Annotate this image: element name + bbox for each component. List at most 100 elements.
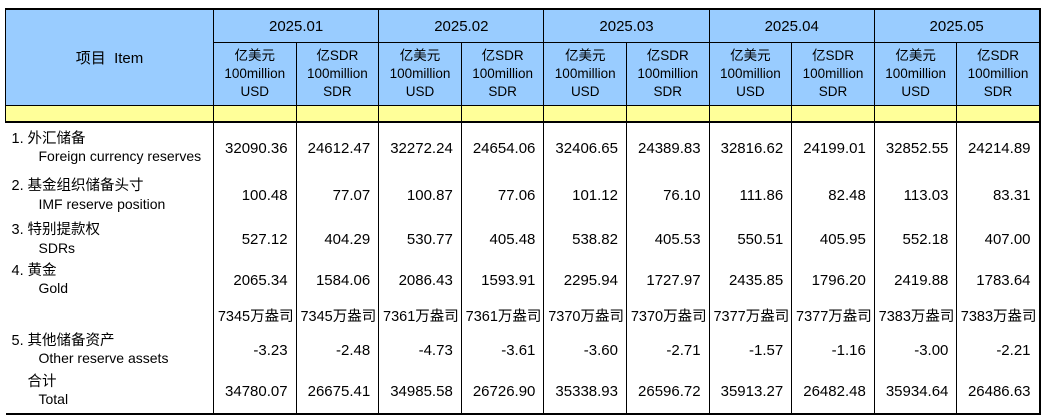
value-cell: 2295.94: [543, 261, 627, 299]
value-cell: 2435.85: [709, 261, 793, 299]
table-row: 4. 黄金 Gold 2065.34 1584.06 2086.43 1593.91 2295…: [5, 261, 1041, 299]
value-cell: 7383万盎司: [956, 299, 1041, 331]
unit-header-line: USD: [405, 83, 435, 99]
value-cell: 26675.41: [296, 369, 380, 414]
highlight-cell: [543, 105, 627, 123]
value-cell: 76.10: [626, 173, 710, 218]
unit-header-line: 亿SDR: [812, 48, 855, 64]
month-header: 2025.05: [873, 8, 1041, 43]
row-label-zh: 黄金: [27, 262, 57, 279]
highlight-cell: [626, 105, 710, 123]
value-cell: 24612.47: [296, 122, 380, 173]
unit-header-line: 亿美元: [564, 48, 606, 64]
month-header: 2025.03: [543, 8, 710, 43]
unit-header-usd: 亿美元 100million USD: [543, 42, 627, 106]
value-cell: 100.87: [378, 173, 462, 218]
row-label-en: Total: [38, 391, 69, 408]
month-header: 2025.04: [708, 8, 875, 43]
row-label-zh-line: 合计: [12, 373, 214, 392]
value-cell: 32090.36: [213, 122, 297, 173]
unit-header-sdr: 亿SDR 100million SDR: [956, 42, 1041, 106]
unit-header-usd: 亿美元 100million USD: [213, 42, 297, 106]
value-cell: 407.00: [956, 218, 1041, 261]
unit-header-line: 100million: [720, 66, 781, 82]
value-cell: 550.51: [709, 218, 793, 261]
highlight-cell: [378, 105, 462, 123]
unit-header-line: 100million: [554, 66, 616, 82]
row-label-zh: 合计: [27, 373, 57, 390]
value-cell: -2.48: [296, 331, 380, 369]
value-cell: 7361万盎司: [378, 299, 462, 331]
value-cell: -1.16: [791, 331, 875, 369]
unit-header-row: 亿美元 100million USD 亿SDR 100million SDR 亿美元 100m…: [6, 42, 1041, 106]
value-cell: 530.77: [378, 218, 462, 261]
value-cell: -3.23: [213, 331, 297, 369]
row-label: 1. 外汇储备 Foreign currency reserves: [5, 122, 214, 173]
row-label: 合计 Total: [5, 369, 214, 414]
value-cell: 24654.06: [461, 122, 545, 173]
unit-header-line: 100million: [307, 66, 368, 82]
row-label: 3. 特别提款权 SDRs: [5, 218, 214, 261]
value-cell: 100.48: [213, 173, 297, 218]
value-cell: 82.48: [791, 173, 875, 218]
unit-header-line: 100million: [472, 66, 533, 82]
highlight-cell: [213, 105, 297, 123]
unit-header-usd: 亿美元 100million USD: [873, 42, 958, 106]
row-label-en: Gold: [38, 280, 69, 297]
row-label-zh-line: 3. 特别提款权: [12, 221, 214, 240]
value-cell: 2065.34: [213, 261, 297, 299]
value-cell: 538.82: [543, 218, 627, 261]
value-cell: 405.53: [626, 218, 710, 261]
reserves-table-container: 项目 Item 2025.01 2025.02 2025.03 2025.04 …: [5, 8, 1041, 415]
value-cell: 77.06: [461, 173, 545, 218]
unit-header-line: 亿SDR: [976, 48, 1019, 64]
row-label: 5. 其他储备资产 Other reserve assets: [5, 331, 214, 369]
value-cell: 7370万盎司: [543, 299, 627, 331]
unit-header-line: 亿SDR: [481, 48, 524, 64]
foreign-reserves-table: 项目 Item 2025.01 2025.02 2025.03 2025.04 …: [5, 8, 1041, 415]
value-cell: 113.03: [874, 173, 958, 218]
value-cell: 2419.88: [874, 261, 958, 299]
value-cell: 24214.89: [956, 122, 1041, 173]
unit-header-line: USD: [901, 83, 930, 99]
value-cell: 7377万盎司: [709, 299, 793, 331]
value-cell: 32272.24: [378, 122, 462, 173]
row-label-zh-line: 5. 其他储备资产: [12, 332, 214, 351]
table-row: 2. 基金组织储备头寸 IMF reserve position 100.48 77.0…: [5, 173, 1041, 218]
value-cell: -3.61: [461, 331, 545, 369]
row-label-zh: 外汇储备: [27, 130, 86, 147]
row-number: 2.: [11, 178, 24, 195]
row-label-en: Foreign currency reserves: [38, 148, 202, 165]
value-cell: 404.29: [296, 218, 380, 261]
table-row: 3. 特别提款权 SDRs 527.12 404.29 530.77 405.48 538.8…: [5, 218, 1041, 261]
unit-header-line: 100million: [224, 66, 286, 82]
value-cell: 101.12: [543, 173, 627, 218]
unit-header-line: SDR: [983, 83, 1013, 99]
value-cell: 1593.91: [461, 261, 545, 299]
unit-header-line: SDR: [323, 83, 352, 99]
row-label: 2. 基金组织储备头寸 IMF reserve position: [5, 173, 214, 218]
value-cell: -1.57: [709, 331, 793, 369]
value-cell: 24389.83: [626, 122, 710, 173]
value-cell: 35934.64: [874, 369, 958, 414]
value-cell: 1783.64: [956, 261, 1041, 299]
value-cell: -2.71: [626, 331, 710, 369]
unit-header-line: USD: [736, 83, 765, 99]
value-cell: 1584.06: [296, 261, 380, 299]
unit-header-line: 亿美元: [399, 48, 441, 64]
highlight-cell: [791, 105, 875, 123]
unit-header-usd: 亿美元 100million USD: [708, 42, 793, 106]
row-number: 1.: [11, 130, 24, 147]
unit-header-line: 100million: [967, 66, 1029, 82]
table-body: 1. 外汇储备 Foreign currency reserves 32090.36 2…: [5, 122, 1041, 414]
value-cell: 552.18: [874, 218, 958, 261]
value-cell: 32406.65: [543, 122, 627, 173]
value-cell: 26726.90: [461, 369, 545, 414]
row-number: 5.: [11, 332, 24, 349]
unit-header-line: USD: [570, 83, 600, 99]
row-label-zh-line: 2. 基金组织储备头寸: [12, 177, 214, 196]
highlight-cell: [873, 105, 958, 123]
highlight-cell: [295, 105, 380, 123]
row-label-zh-line: 4. 黄金: [12, 262, 214, 281]
row-label-zh-line: 1. 外汇储备: [12, 130, 214, 149]
